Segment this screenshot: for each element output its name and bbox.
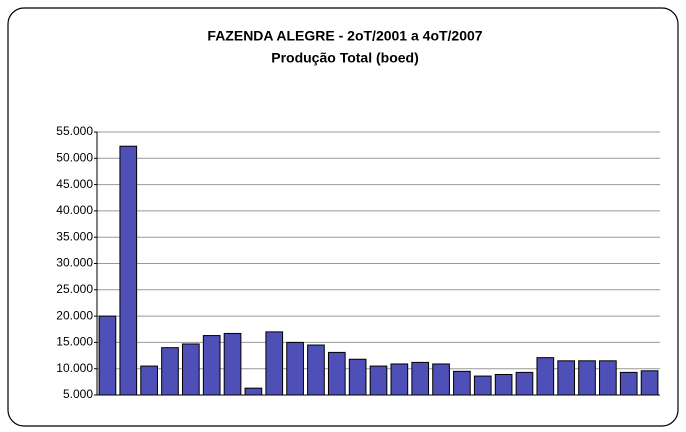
bar <box>307 344 325 396</box>
bar <box>578 360 596 396</box>
y-tick-label: 35.000 <box>56 229 93 243</box>
bar <box>140 365 158 396</box>
bar <box>202 335 221 396</box>
y-tick-label: 45.000 <box>56 177 93 191</box>
bar <box>515 371 534 396</box>
y-tick-label: 55.000 <box>56 124 93 138</box>
bar <box>411 361 430 396</box>
bar <box>223 332 242 396</box>
bar <box>369 365 388 396</box>
y-tick-label: 15.000 <box>56 335 93 349</box>
bar <box>161 347 179 396</box>
bar <box>327 351 346 396</box>
bar <box>557 360 576 396</box>
y-tick-label: 30.000 <box>56 256 93 270</box>
bar <box>473 375 492 396</box>
bar <box>494 373 513 396</box>
bar <box>536 357 555 396</box>
bar <box>244 387 263 396</box>
chart-subtitle: Produção Total (boed) <box>271 50 419 66</box>
chart-title: FAZENDA ALEGRE - 2oT/2001 a 4oT/2007 <box>207 28 482 44</box>
bar <box>619 371 638 396</box>
bar <box>181 343 200 396</box>
bar <box>453 370 471 396</box>
bar <box>119 145 138 396</box>
bar <box>98 315 117 396</box>
y-tick-label: 25.000 <box>56 282 93 296</box>
y-tick-label: 50.000 <box>56 150 93 164</box>
y-tick-label: 20.000 <box>56 308 93 322</box>
bar <box>390 363 409 396</box>
y-tick-label: 40.000 <box>56 203 93 217</box>
chart-frame <box>7 7 679 427</box>
bar <box>432 363 450 396</box>
bar <box>640 370 659 396</box>
y-tick-label: 10.000 <box>56 361 93 375</box>
bar <box>286 341 304 396</box>
bar <box>599 360 617 396</box>
y-tick-label: 5.000 <box>63 387 93 401</box>
bar <box>265 331 284 396</box>
bar <box>348 358 367 396</box>
